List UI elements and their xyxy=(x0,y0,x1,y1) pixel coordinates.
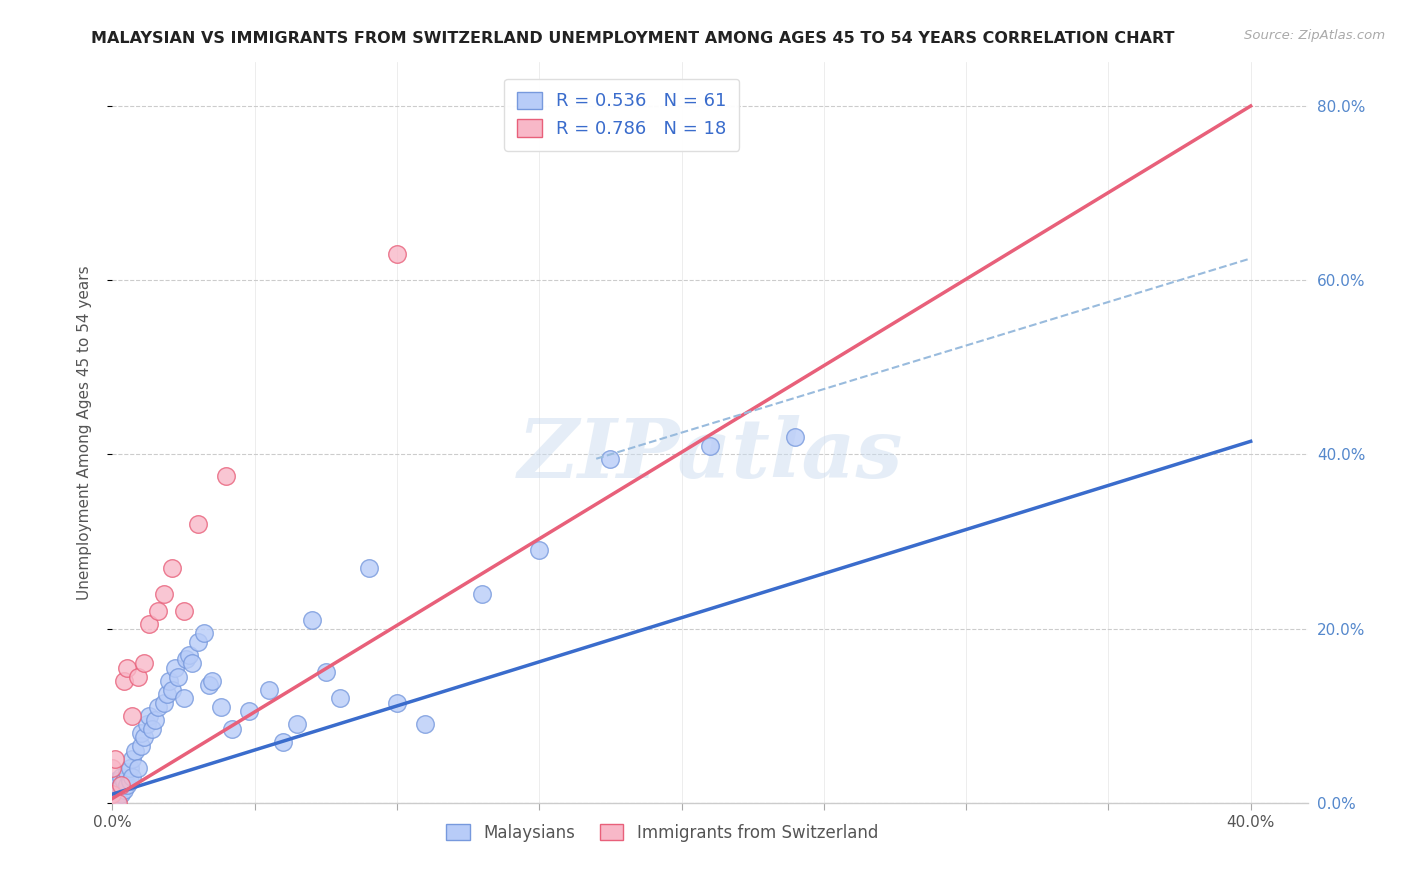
Point xyxy=(124,743,146,757)
Point xyxy=(179,648,201,662)
Point xyxy=(181,657,204,671)
Point xyxy=(599,451,621,466)
Point xyxy=(157,673,180,688)
Point xyxy=(385,696,408,710)
Point xyxy=(110,770,132,784)
Point xyxy=(107,791,129,805)
Point xyxy=(104,782,127,797)
Point xyxy=(127,669,149,683)
Point xyxy=(152,587,174,601)
Point xyxy=(315,665,337,680)
Point xyxy=(110,778,132,792)
Point xyxy=(101,787,124,801)
Point xyxy=(198,678,221,692)
Point xyxy=(107,782,129,797)
Legend: Malaysians, Immigrants from Switzerland: Malaysians, Immigrants from Switzerland xyxy=(439,815,886,850)
Point xyxy=(187,517,209,532)
Point xyxy=(132,731,155,745)
Y-axis label: Unemployment Among Ages 45 to 54 years: Unemployment Among Ages 45 to 54 years xyxy=(77,265,91,600)
Point xyxy=(162,682,183,697)
Point xyxy=(141,722,163,736)
Point xyxy=(104,774,127,789)
Point xyxy=(104,778,127,792)
Point xyxy=(138,617,160,632)
Point xyxy=(101,796,124,810)
Point xyxy=(112,673,135,688)
Point xyxy=(385,247,408,261)
Point xyxy=(221,722,243,736)
Point xyxy=(176,652,198,666)
Point xyxy=(173,604,195,618)
Point xyxy=(357,560,380,574)
Point xyxy=(173,691,195,706)
Point xyxy=(135,717,157,731)
Point xyxy=(121,770,143,784)
Text: ZIPatlas: ZIPatlas xyxy=(517,415,903,495)
Point xyxy=(193,626,215,640)
Point xyxy=(146,604,169,618)
Point xyxy=(129,739,152,754)
Point xyxy=(132,657,155,671)
Point xyxy=(107,796,129,810)
Point xyxy=(115,765,138,780)
Point xyxy=(118,774,141,789)
Point xyxy=(165,661,187,675)
Point xyxy=(699,439,721,453)
Point xyxy=(107,774,129,789)
Point xyxy=(110,778,132,792)
Point xyxy=(101,787,124,801)
Point xyxy=(127,761,149,775)
Point xyxy=(167,669,190,683)
Point xyxy=(129,726,152,740)
Point xyxy=(115,661,138,675)
Point xyxy=(329,691,352,706)
Point xyxy=(162,560,183,574)
Point xyxy=(138,708,160,723)
Point xyxy=(415,717,437,731)
Point xyxy=(215,469,238,483)
Point xyxy=(104,752,127,766)
Text: Source: ZipAtlas.com: Source: ZipAtlas.com xyxy=(1244,29,1385,42)
Point xyxy=(112,782,135,797)
Point xyxy=(187,634,209,648)
Point xyxy=(209,700,232,714)
Point xyxy=(238,704,260,718)
Point xyxy=(112,774,135,789)
Point xyxy=(121,708,143,723)
Point xyxy=(271,735,294,749)
Text: MALAYSIAN VS IMMIGRANTS FROM SWITZERLAND UNEMPLOYMENT AMONG AGES 45 TO 54 YEARS : MALAYSIAN VS IMMIGRANTS FROM SWITZERLAND… xyxy=(91,31,1175,46)
Point xyxy=(143,713,166,727)
Point xyxy=(201,673,224,688)
Point xyxy=(146,700,169,714)
Point xyxy=(471,587,494,601)
Point xyxy=(118,761,141,775)
Point xyxy=(301,613,323,627)
Point xyxy=(110,787,132,801)
Point xyxy=(287,717,309,731)
Point xyxy=(152,696,174,710)
Point xyxy=(115,778,138,792)
Point xyxy=(101,761,124,775)
Point xyxy=(257,682,280,697)
Point xyxy=(785,430,807,444)
Point xyxy=(529,543,551,558)
Point xyxy=(155,687,177,701)
Point xyxy=(121,752,143,766)
Point xyxy=(104,791,127,805)
